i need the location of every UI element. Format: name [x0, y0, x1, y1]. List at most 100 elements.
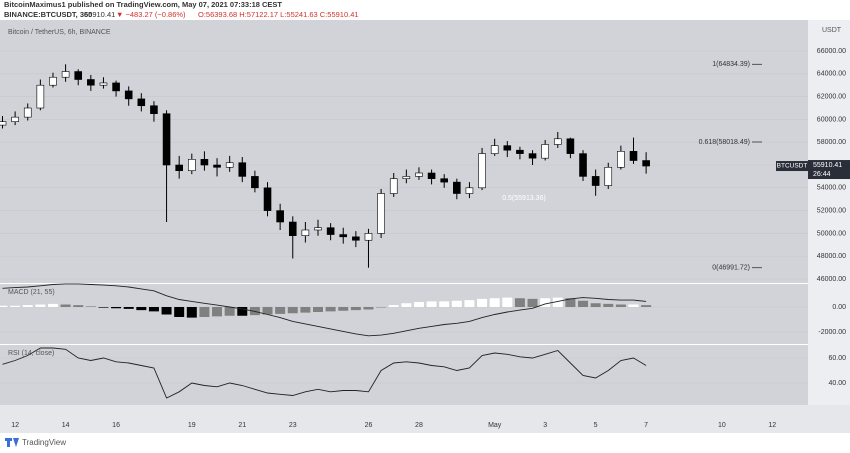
histogram-bar: [0, 305, 8, 307]
fib-label: 1(64834.39): [712, 61, 750, 68]
candle-body: [225, 162, 234, 168]
histogram-bar: [85, 306, 96, 307]
histogram-bar: [186, 307, 197, 318]
candle-body: [23, 107, 32, 118]
candle-body: [541, 144, 549, 159]
y-tick-label: 40.00: [828, 380, 846, 387]
candle-body: [314, 227, 322, 231]
ohlc: O:56393.68 H:57122.17 L:55241.63 C:55910…: [198, 10, 359, 19]
candle-body: [276, 210, 284, 223]
histogram-bar: [552, 297, 563, 307]
histogram-bar: [363, 307, 374, 310]
candle-body: [427, 172, 436, 179]
candle-body: [389, 178, 398, 194]
histogram-bar: [489, 298, 500, 307]
candle-body: [453, 181, 461, 194]
y-tick-label: 60000.00: [817, 116, 846, 123]
brand: TradingView: [22, 438, 66, 447]
histogram-bar: [615, 304, 626, 307]
macd-pane: [0, 284, 808, 344]
candle-body: [503, 145, 512, 151]
candle-body: [642, 160, 650, 167]
price-label-bg: [808, 160, 850, 180]
histogram-bar: [275, 307, 286, 314]
candle-body: [516, 149, 524, 154]
candle-body: [402, 176, 411, 179]
last-price: 55910.41: [84, 10, 115, 19]
histogram-bar: [590, 303, 601, 307]
histogram-bar: [641, 305, 652, 307]
histogram-bar: [338, 307, 349, 311]
candle-body: [112, 82, 120, 92]
histogram-bar: [628, 304, 639, 307]
y-tick-label: 52000.00: [817, 207, 846, 214]
x-tick-label: 16: [112, 422, 120, 429]
x-tick-label: 12: [11, 422, 19, 429]
series-line: [2, 347, 647, 399]
candle-body: [200, 159, 209, 166]
rsi-pane: [0, 345, 808, 405]
histogram-bar: [603, 303, 614, 307]
candle-body: [591, 176, 600, 186]
histogram-bar: [123, 307, 134, 309]
candle-body: [11, 116, 19, 122]
histogram-bar: [35, 304, 46, 307]
candle-body: [339, 234, 348, 238]
histogram-bar: [262, 307, 273, 315]
histogram-bar: [60, 304, 71, 307]
candle-body: [263, 187, 272, 211]
histogram-bar: [502, 297, 513, 307]
price-tag: [776, 161, 808, 172]
candle-body: [465, 187, 474, 194]
histogram-bar: [136, 307, 147, 311]
histogram-bar: [540, 298, 551, 307]
candle-body: [440, 178, 449, 183]
histogram-bar: [199, 307, 210, 317]
x-tick-label: 14: [62, 422, 70, 429]
candle-body: [629, 151, 638, 161]
candle-body: [364, 233, 373, 241]
candle-body: [579, 153, 587, 177]
y-tick-label: 58000.00: [817, 139, 846, 146]
x-tick-label: 21: [238, 422, 246, 429]
histogram-bar: [174, 307, 185, 317]
candle-body: [175, 164, 183, 172]
x-tick-label: 12: [768, 422, 776, 429]
y-tick-label: 64000.00: [817, 71, 846, 78]
candle-body: [36, 84, 45, 109]
candle-body: [188, 159, 196, 172]
candle-body: [415, 172, 423, 177]
series-line: [2, 283, 647, 337]
x-tick-label: 23: [289, 422, 297, 429]
histogram-bar: [300, 307, 311, 313]
histogram-bar: [464, 300, 475, 307]
candle-body: [61, 71, 70, 78]
histogram-bar: [565, 298, 576, 307]
candle-body: [478, 153, 486, 189]
x-tick-label: 19: [188, 422, 196, 429]
histogram-bar: [439, 301, 450, 307]
publisher: BitcoinMaximus1 published on TradingView…: [4, 0, 282, 9]
x-tick-label: 7: [644, 422, 648, 429]
histogram-bar: [161, 307, 172, 315]
histogram-bar: [10, 305, 21, 307]
fib-label: 0(46991.72): [712, 265, 750, 272]
candle-body: [99, 82, 108, 86]
histogram-bar: [527, 298, 538, 307]
currency: USDT: [822, 27, 842, 34]
x-tick-label: May: [488, 422, 502, 429]
histogram-bar: [388, 305, 399, 307]
y-tick-label: 60.00: [828, 355, 846, 362]
candle-body: [553, 138, 562, 145]
candle-body: [74, 71, 83, 80]
candle-body: [617, 151, 625, 168]
y-tick-label: 50000.00: [817, 230, 846, 237]
histogram-bar: [401, 303, 412, 307]
candle-body: [301, 229, 310, 236]
candle-body: [326, 227, 335, 235]
candle-body: [251, 176, 259, 189]
histogram-bar: [514, 298, 525, 307]
price-tag-symbol: BTCUSDT: [777, 163, 808, 170]
time-axis: [0, 405, 850, 433]
